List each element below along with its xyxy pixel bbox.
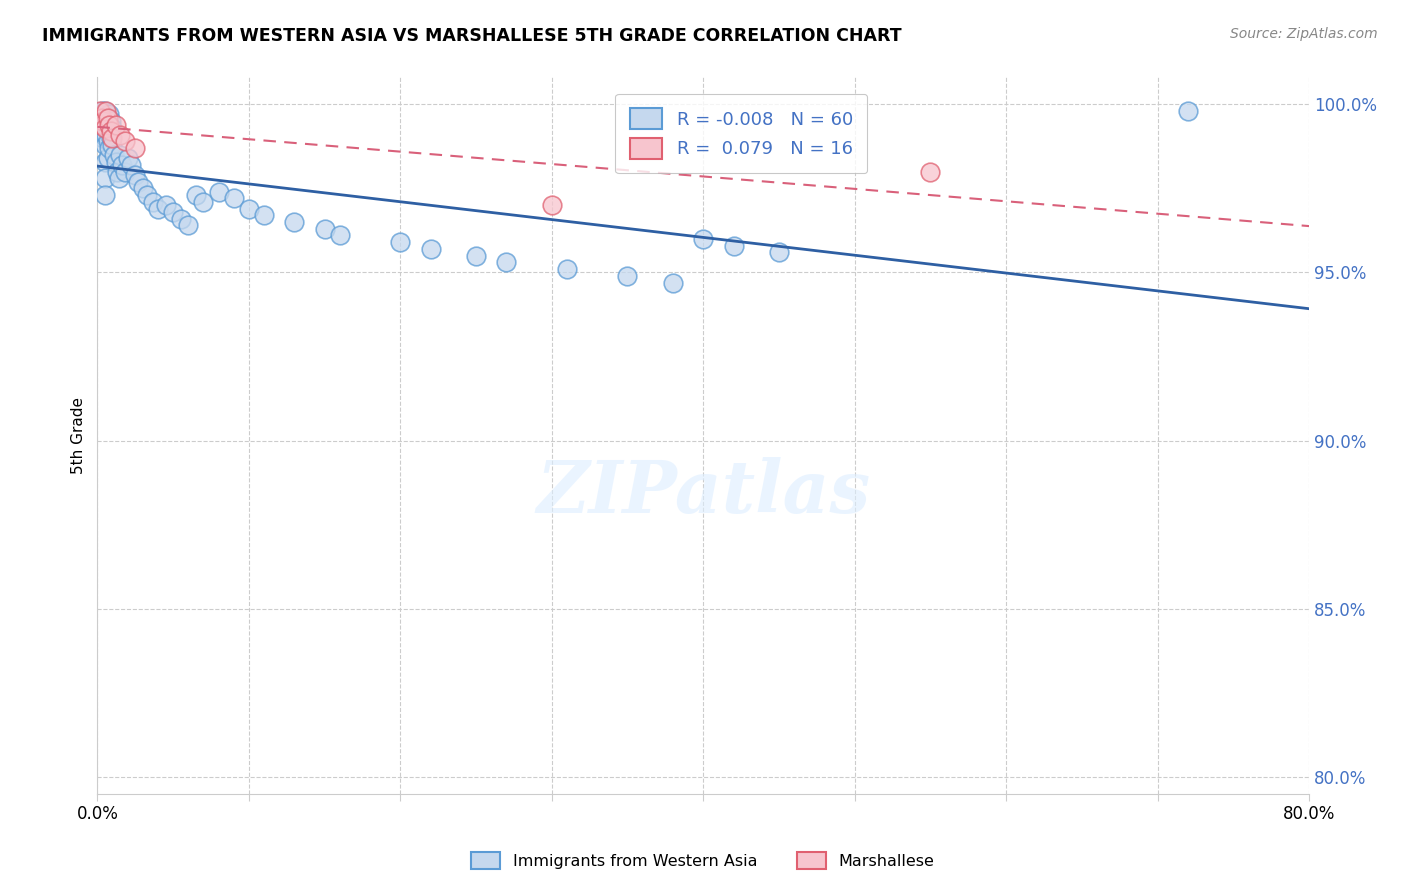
Point (94, 104, 117, 119)
Point (177, 219, 200, 233)
Point (329, 228, 352, 243)
Point (768, 245, 790, 260)
Point (920, 164, 942, 178)
Point (253, 208, 276, 222)
Point (238, 202, 260, 216)
Point (94, 120, 117, 135)
Point (101, 120, 124, 135)
Point (169, 211, 191, 226)
Point (114, 164, 136, 178)
Point (100, 131, 122, 145)
Point (93, 114, 115, 128)
Point (193, 194, 215, 209)
Point (97, 134, 120, 148)
Legend: Immigrants from Western Asia, Marshallese: Immigrants from Western Asia, Marshalles… (465, 846, 941, 875)
Point (96, 104, 118, 119)
Point (207, 185, 229, 199)
Point (723, 238, 745, 252)
Point (222, 192, 245, 206)
Point (283, 215, 305, 229)
Point (127, 175, 149, 189)
Point (90, 118, 112, 132)
Point (101, 137, 124, 152)
Point (94, 188, 117, 202)
Point (93, 114, 115, 128)
Point (136, 188, 159, 202)
Point (616, 268, 638, 283)
Text: Source: ZipAtlas.com: Source: ZipAtlas.com (1230, 27, 1378, 41)
Y-axis label: 5th Grade: 5th Grade (72, 397, 86, 474)
Point (98, 107, 121, 121)
Point (90, 111, 112, 125)
Point (117, 151, 139, 165)
Point (107, 171, 129, 186)
Point (465, 249, 488, 263)
Point (555, 262, 578, 277)
Point (94, 171, 117, 186)
Point (97, 151, 120, 165)
Point (124, 141, 146, 155)
Point (419, 242, 441, 256)
Text: IMMIGRANTS FROM WESTERN ASIA VS MARSHALLESE 5TH GRADE CORRELATION CHART: IMMIGRANTS FROM WESTERN ASIA VS MARSHALL… (42, 27, 901, 45)
Point (94, 154, 117, 169)
Point (540, 198, 562, 212)
Point (114, 134, 136, 148)
Point (103, 148, 125, 162)
Point (132, 181, 155, 195)
Point (94, 137, 117, 152)
Point (692, 232, 714, 246)
Point (155, 198, 177, 212)
Point (389, 235, 412, 250)
Text: ZIPatlas: ZIPatlas (536, 458, 870, 528)
Point (105, 164, 128, 178)
Point (108, 128, 131, 142)
Point (97, 111, 120, 125)
Point (90, 104, 112, 119)
Point (662, 276, 685, 290)
Point (184, 188, 207, 202)
Point (162, 205, 184, 219)
Point (101, 131, 124, 145)
Legend: R = -0.008   N = 60, R =  0.079   N = 16: R = -0.008 N = 60, R = 0.079 N = 16 (616, 94, 868, 173)
Point (110, 158, 132, 172)
Point (104, 118, 127, 132)
Point (89, 104, 111, 119)
Point (98, 124, 121, 138)
Point (120, 158, 142, 172)
Point (94, 120, 117, 135)
Point (314, 221, 336, 235)
Point (1177, 104, 1199, 119)
Point (142, 194, 165, 209)
Point (146, 202, 169, 216)
Point (100, 124, 122, 138)
Point (98, 118, 121, 132)
Point (104, 154, 127, 169)
Point (96, 111, 118, 125)
Point (108, 148, 131, 162)
Point (495, 255, 517, 269)
Point (98, 141, 121, 155)
Point (97, 118, 120, 132)
Point (93, 131, 115, 145)
Point (96, 128, 118, 142)
Point (100, 114, 122, 128)
Point (124, 168, 146, 182)
